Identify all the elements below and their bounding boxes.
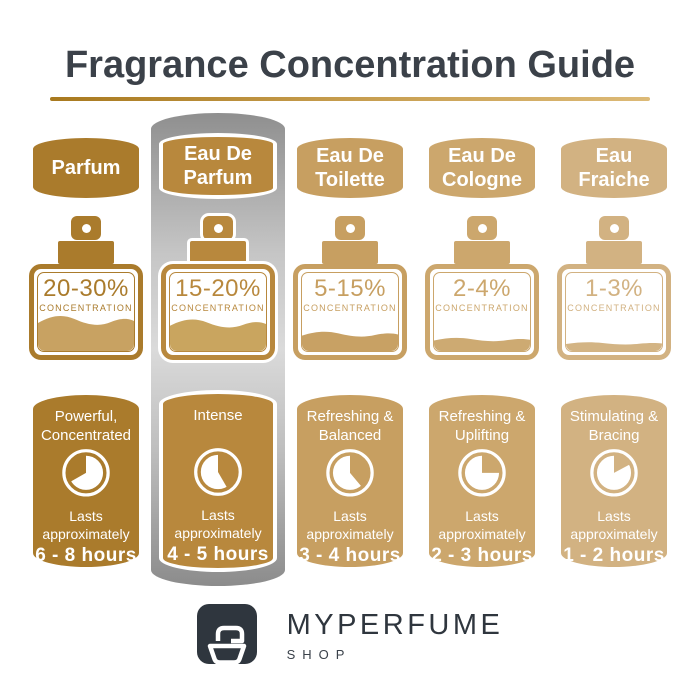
bottle-neck [322, 241, 378, 264]
spray-nozzle-icon [71, 216, 101, 240]
clock-icon [590, 449, 638, 497]
info-card: Refreshing & Balanced Lasts approximatel… [297, 395, 403, 567]
liquid-fill [170, 319, 266, 351]
info-card: Stimulating & Bracing Lasts approximatel… [561, 395, 667, 567]
perfume-bottle-logo-icon [196, 604, 257, 664]
duration-value: 6 - 8 hours [35, 545, 137, 566]
lasts-label: Lasts approximately [438, 507, 526, 542]
card-title: Refreshing & Balanced [306, 408, 394, 444]
bottle-pinstripe [433, 272, 531, 352]
column-eau-de-cologne: Eau De Cologne 2-4% CONCENTRATION Refres… [425, 138, 539, 567]
bottle-pinstripe [37, 272, 135, 352]
spray-nozzle-icon [467, 216, 497, 240]
bottle-pinstripe [565, 272, 663, 352]
header-badge: Eau De Cologne [429, 138, 535, 198]
info-card: Refreshing & Uplifting Lasts approximate… [429, 395, 535, 567]
header-badge: Parfum [33, 138, 139, 198]
bottle-fill-clip [302, 273, 398, 351]
duration-value: 3 - 4 hours [299, 545, 401, 566]
concentration-value: 2-4% [452, 275, 512, 302]
bottle-icon: 20-30% CONCENTRATION [29, 264, 143, 360]
header-badge: Eau De Toilette [297, 138, 403, 198]
info-card: Powerful, Concentrated Lasts approximate… [33, 395, 139, 567]
title-underline [50, 97, 650, 101]
card-title: Intense [193, 407, 243, 424]
liquid-fill [38, 315, 134, 351]
clock-icon [62, 449, 110, 497]
brand-logo-text: MYPERFUME SHOP [287, 604, 504, 662]
nozzle-dot-icon [81, 223, 91, 233]
lasts-label: Lasts approximately [42, 507, 130, 542]
bottle-neck [58, 241, 114, 264]
bottle-icon: 2-4% CONCENTRATION [425, 264, 539, 360]
liquid-fill [434, 337, 530, 351]
columns-grid: Parfum 20-30% CONCENTRATION Powerful, Co… [29, 133, 671, 572]
bottle-icon: 15-20% CONCENTRATION [161, 264, 275, 360]
brand-name: MYPERFUME [286, 609, 504, 641]
concentration-label: CONCENTRATION [171, 303, 265, 313]
column-parfum: Parfum 20-30% CONCENTRATION Powerful, Co… [29, 138, 143, 567]
concentration-value: 15-20% [175, 275, 261, 302]
info-card: Intense Lasts approximately 4 - 5 hours [159, 390, 277, 572]
brand-subtitle: SHOP [286, 647, 352, 662]
lasts-label: Lasts approximately [570, 507, 658, 542]
bottle-neck [454, 241, 510, 264]
nozzle-dot-icon [609, 223, 619, 233]
bottle-fill-clip [434, 273, 530, 351]
liquid-fill [566, 342, 662, 351]
lasts-label: Lasts approximately [306, 507, 394, 542]
card-title: Stimulating & Bracing [569, 408, 659, 444]
page-title: Fragrance Concentration Guide [64, 44, 636, 86]
concentration-value: 20-30% [43, 275, 129, 302]
column-eau-fraiche: Eau Fraiche 1-3% CONCENTRATION Stimulati… [557, 138, 671, 567]
concentration-label: CONCENTRATION [39, 303, 133, 313]
card-title: Refreshing & Uplifting [438, 408, 526, 444]
bottle-icon: 5-15% CONCENTRATION [293, 264, 407, 360]
nozzle-dot-icon [345, 223, 355, 233]
bottle-neck [586, 241, 642, 264]
bottle-fill-clip [566, 273, 662, 351]
nozzle-dot-icon [213, 223, 223, 233]
concentration-label: CONCENTRATION [303, 303, 397, 313]
bottle-fill-clip [170, 273, 266, 351]
clock-icon [326, 449, 374, 497]
card-title: Powerful, Concentrated [40, 408, 132, 444]
concentration-value: 1-3% [584, 275, 644, 302]
bottle-pinstripe [301, 272, 399, 352]
spray-nozzle-icon [599, 216, 629, 240]
spray-nozzle-icon [203, 216, 233, 240]
bottle-neck [190, 241, 246, 264]
bottle-fill-clip [38, 273, 134, 351]
duration-value: 4 - 5 hours [167, 544, 269, 566]
duration-value: 1 - 2 hours [563, 545, 665, 566]
column-eau-de-toilette: Eau De Toilette 5-15% CONCENTRATION Refr… [293, 138, 407, 567]
clock-icon [194, 448, 242, 496]
brand-logo: MYPERFUME SHOP [0, 604, 700, 664]
concentration-label: CONCENTRATION [567, 303, 661, 313]
bottle-icon: 1-3% CONCENTRATION [557, 264, 671, 360]
lasts-label: Lasts approximately [174, 507, 262, 542]
bottle-pinstripe [169, 272, 267, 352]
header-badge: Eau Fraiche [561, 138, 667, 198]
duration-value: 2 - 3 hours [431, 545, 533, 566]
header-badge: Eau De Parfum [159, 133, 277, 199]
spray-nozzle-icon [335, 216, 365, 240]
liquid-fill [302, 331, 398, 351]
concentration-label: CONCENTRATION [435, 303, 529, 313]
clock-icon [458, 449, 506, 497]
nozzle-dot-icon [477, 223, 487, 233]
concentration-value: 5-15% [314, 275, 386, 302]
column-eau-de-parfum: Eau De Parfum 15-20% CONCENTRATION Inten… [159, 133, 277, 572]
